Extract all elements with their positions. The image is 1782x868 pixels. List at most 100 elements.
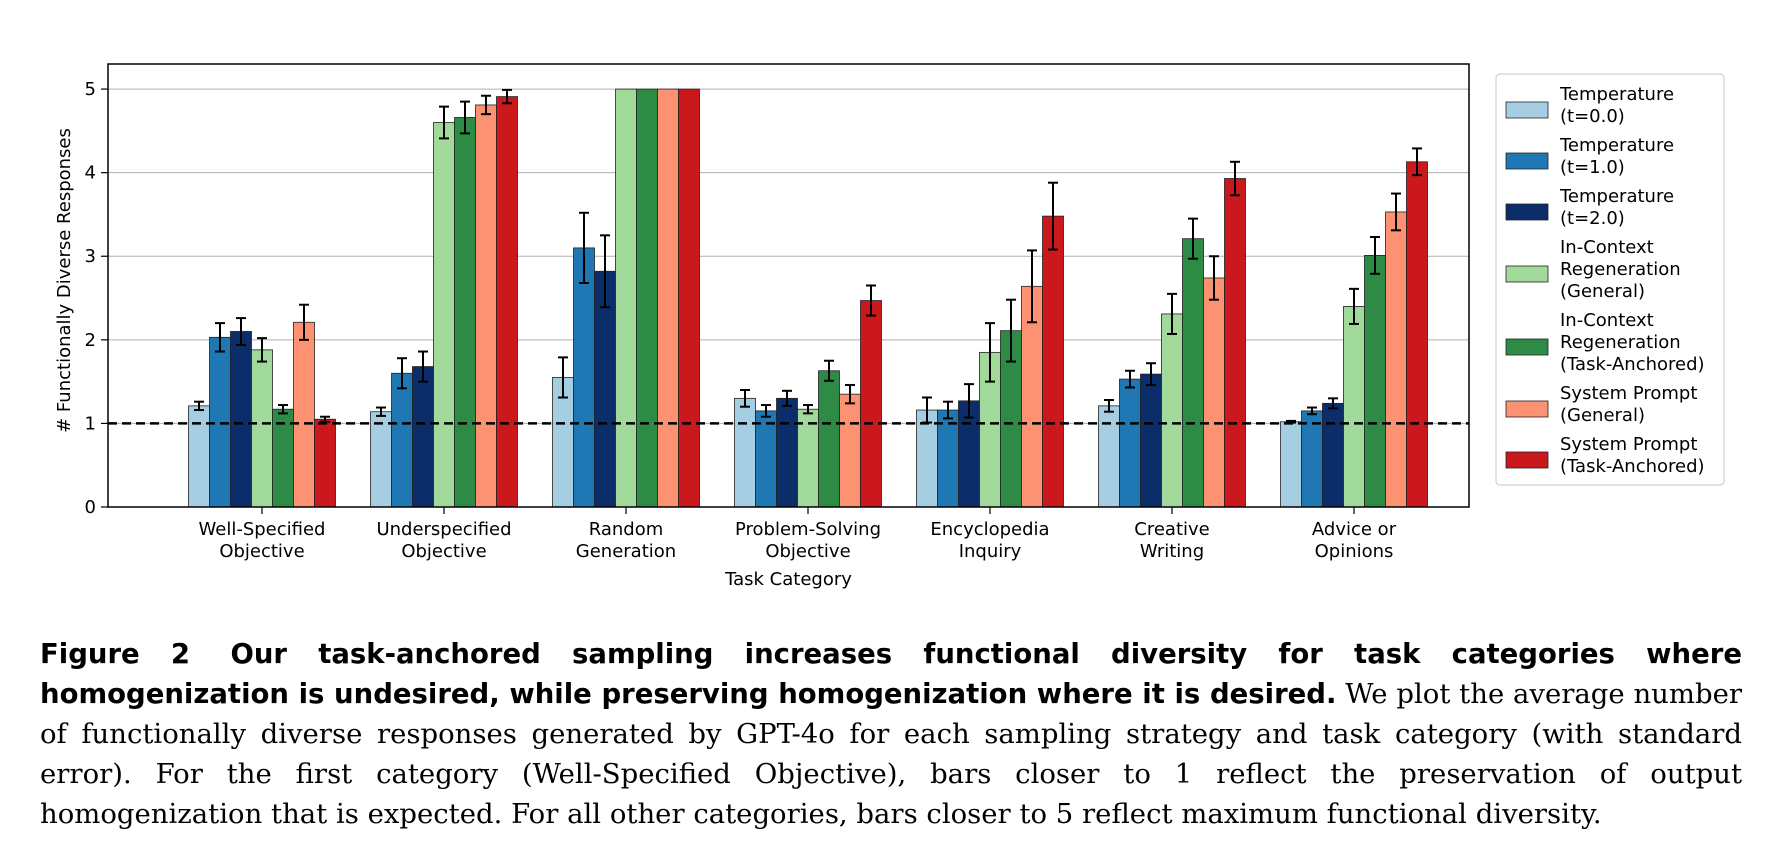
y-axis-label: # Functionally Diverse Responses [54, 128, 75, 433]
bar [1301, 410, 1323, 508]
legend-label: Temperature (t=2.0) [1559, 186, 1674, 229]
x-tick-label-line: Objective [219, 541, 304, 562]
bar [615, 88, 637, 508]
x-tick-label: Encyclopedia Inquiry [930, 519, 1049, 562]
legend-label-line: In-Context [1560, 237, 1654, 258]
plot-frame [107, 63, 1470, 508]
legend-label-line: In-Context [1560, 310, 1654, 331]
error-bars [194, 88, 1422, 424]
x-tick-label-line: Creative [1134, 519, 1209, 540]
x-tick-label: Underspecified Objective [376, 519, 511, 562]
bar [1364, 255, 1386, 508]
bar [314, 418, 336, 508]
y-tick-label: 0 [85, 497, 96, 518]
bars [188, 88, 1428, 508]
legend-label-line: (General) [1560, 281, 1645, 302]
x-tick-label: Advice or Opinions [1312, 519, 1397, 562]
legend-label-line: (General) [1560, 405, 1645, 426]
y-tick-label: 1 [85, 413, 96, 434]
legend-label-line: Temperature [1559, 135, 1674, 156]
figure-caption: Figure 2 Our task-anchored sampling incr… [40, 634, 1742, 834]
x-tick-label-line: Writing [1140, 541, 1204, 562]
x-axis-label: Task Category [724, 569, 852, 590]
legend-label: System Prompt (Task-Anchored) [1560, 434, 1705, 477]
x-tick-label-line: Advice or [1312, 519, 1397, 540]
legend-swatch [1505, 152, 1549, 170]
bar [1224, 178, 1246, 508]
x-tick-label: Random Generation [576, 519, 676, 562]
legend-label-line: System Prompt [1560, 383, 1697, 404]
x-tick-label-line: Problem-Solving [735, 519, 881, 540]
legend-swatch [1505, 400, 1549, 418]
legend-swatch [1505, 203, 1549, 221]
bar [1098, 405, 1120, 508]
legend-swatch [1505, 265, 1549, 283]
bar [776, 397, 798, 508]
bar [496, 96, 518, 508]
bar [839, 393, 861, 508]
x-tick-label-line: Inquiry [959, 541, 1022, 562]
bar [1343, 305, 1365, 508]
legend-swatch [1505, 101, 1549, 119]
legend-swatch [1505, 338, 1549, 356]
bar [391, 372, 413, 508]
bar [755, 410, 777, 508]
caption-bold-text: Our task-anchored sampling increases fun… [40, 638, 1742, 710]
y-tick-label: 5 [85, 79, 96, 100]
legend-label: In-Context Regeneration (General) [1560, 237, 1681, 302]
legend-label-line: (t=0.0) [1560, 106, 1625, 127]
x-tick-label-line: Objective [401, 541, 486, 562]
legend-label-line: (Task-Anchored) [1560, 456, 1705, 477]
x-tick-label-line: Opinions [1315, 541, 1394, 562]
legend-label-line: Regeneration [1560, 332, 1681, 353]
y-axis-ticks: 0 1 2 3 4 5 [85, 79, 108, 518]
x-tick-label: Problem-Solving Objective [735, 519, 881, 562]
bar [230, 331, 252, 508]
x-tick-label-line: Well-Specified [199, 519, 326, 540]
bar [860, 300, 882, 508]
bar [251, 349, 273, 508]
bar [1322, 402, 1344, 508]
bar [1203, 277, 1225, 508]
bar [293, 321, 315, 508]
y-tick-label: 4 [85, 163, 96, 184]
bar [1406, 161, 1428, 508]
legend: Temperature (t=0.0)Temperature (t=1.0)Temp… [1495, 73, 1725, 486]
legend-label-line: Temperature [1559, 84, 1674, 105]
bar [412, 366, 434, 508]
x-tick-label-line: Random [589, 519, 664, 540]
legend-label-line: Regeneration [1560, 259, 1681, 280]
bar [678, 88, 700, 508]
legend-label-line: System Prompt [1560, 434, 1697, 455]
legend-label-line: (t=2.0) [1560, 208, 1625, 229]
legend-frame [1495, 73, 1725, 486]
x-tick-label-line: Underspecified [376, 519, 511, 540]
x-tick-label-line: Encyclopedia [930, 519, 1049, 540]
bar [433, 122, 455, 508]
bar [1280, 421, 1302, 508]
bar [1385, 211, 1407, 508]
x-tick-label-line: Generation [576, 541, 676, 562]
bar [1182, 238, 1204, 508]
legend-label: System Prompt (General) [1560, 383, 1697, 426]
legend-label-line: Temperature [1559, 186, 1674, 207]
x-tick-label-line: Objective [765, 541, 850, 562]
bar [818, 370, 840, 508]
figure-label: Figure 2 [40, 638, 191, 670]
caption-body-text: We plot the average number of functional… [40, 678, 1742, 830]
bar [1161, 313, 1183, 508]
bar [657, 88, 679, 508]
bar [475, 104, 497, 508]
y-tick-label: 3 [85, 246, 96, 267]
legend-label-line: (Task-Anchored) [1560, 354, 1705, 375]
legend-swatch [1505, 451, 1549, 469]
bar [209, 336, 231, 508]
legend-label: Temperature (t=1.0) [1559, 135, 1674, 178]
legend-label-line: (t=1.0) [1560, 157, 1625, 178]
legend-label: In-Context Regeneration (Task-Anchored) [1560, 310, 1705, 375]
bar [573, 247, 595, 508]
bar [188, 405, 210, 508]
bar [370, 411, 392, 508]
